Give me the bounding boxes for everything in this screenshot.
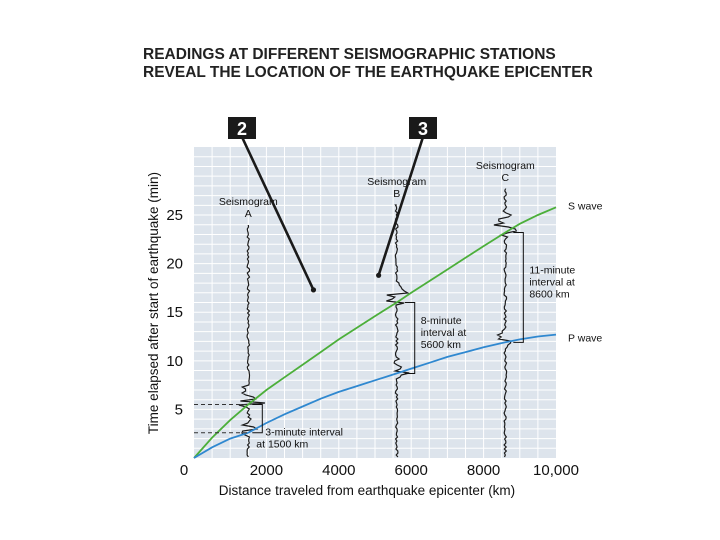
chart-title-line-1: READINGS AT DIFFERENT SEISMOGRAPHIC STAT… [143, 46, 556, 63]
series-label: P wave [568, 333, 602, 345]
seismogram-label: Seismogram [476, 160, 535, 172]
seismogram-trace [238, 224, 266, 458]
y-tick-label: 5 [175, 401, 183, 418]
interval-label: at 1500 km [256, 439, 308, 451]
series-line [193, 333, 557, 459]
x-tick-label: 0 [180, 462, 188, 479]
x-tick-label: 6000 [395, 462, 428, 479]
interval-label: 5600 km [421, 339, 462, 351]
x-tick-label: 10,000 [533, 462, 579, 479]
y-axis-label: Time elapsed after start of earthquake (… [146, 172, 161, 434]
y-tick-label: 15 [166, 304, 183, 321]
y-tick-label: 20 [166, 256, 183, 273]
seismogram-trace [493, 188, 518, 458]
interval-bracket [252, 404, 263, 434]
callout-box [409, 117, 437, 139]
x-tick-label: 2000 [250, 462, 283, 479]
y-tick-label: 10 [166, 353, 183, 370]
seismogram-label: C [502, 172, 510, 184]
axis-ticks: 0 2000 4000 6000 8000 10,000 5 10 15 20 25 [166, 207, 579, 479]
seismogram-trace [386, 204, 410, 458]
interval-label: interval at [529, 276, 575, 288]
x-axis-label: Distance traveled from earthquake epicen… [219, 483, 515, 498]
seismogram-label: Seismogram [367, 176, 426, 188]
interval-label: 3-minute interval [265, 427, 343, 439]
seismogram-label: B [393, 188, 400, 200]
callout-number: 2 [237, 119, 247, 139]
interval-bracket [404, 302, 416, 374]
callout-pointer [377, 136, 425, 276]
callout-dot [376, 272, 382, 278]
interval-label: 8600 km [529, 288, 570, 300]
wave-curves: S wave P wave [193, 200, 603, 459]
x-tick-label: 4000 [322, 462, 355, 479]
x-tick-label: 8000 [467, 462, 500, 479]
seismogram-label: A [245, 208, 252, 220]
y-tick-label: 25 [166, 207, 183, 224]
interval-label: 8-minute [421, 315, 462, 327]
series-line [193, 206, 557, 459]
seismogram-label: Seismogram [219, 196, 278, 208]
interval-bracket [513, 232, 524, 343]
series-label: S wave [568, 200, 603, 212]
callout-box [228, 117, 256, 139]
callout-dot [310, 287, 317, 293]
chart-title-line-2: REVEAL THE LOCATION OF THE EARTHQUAKE EP… [143, 64, 593, 81]
callout-number: 3 [418, 119, 428, 139]
interval-label: 11-minute [529, 264, 575, 276]
callout-pointer [240, 136, 315, 291]
interval-label: interval at [421, 327, 467, 339]
grid-lines [194, 147, 556, 458]
